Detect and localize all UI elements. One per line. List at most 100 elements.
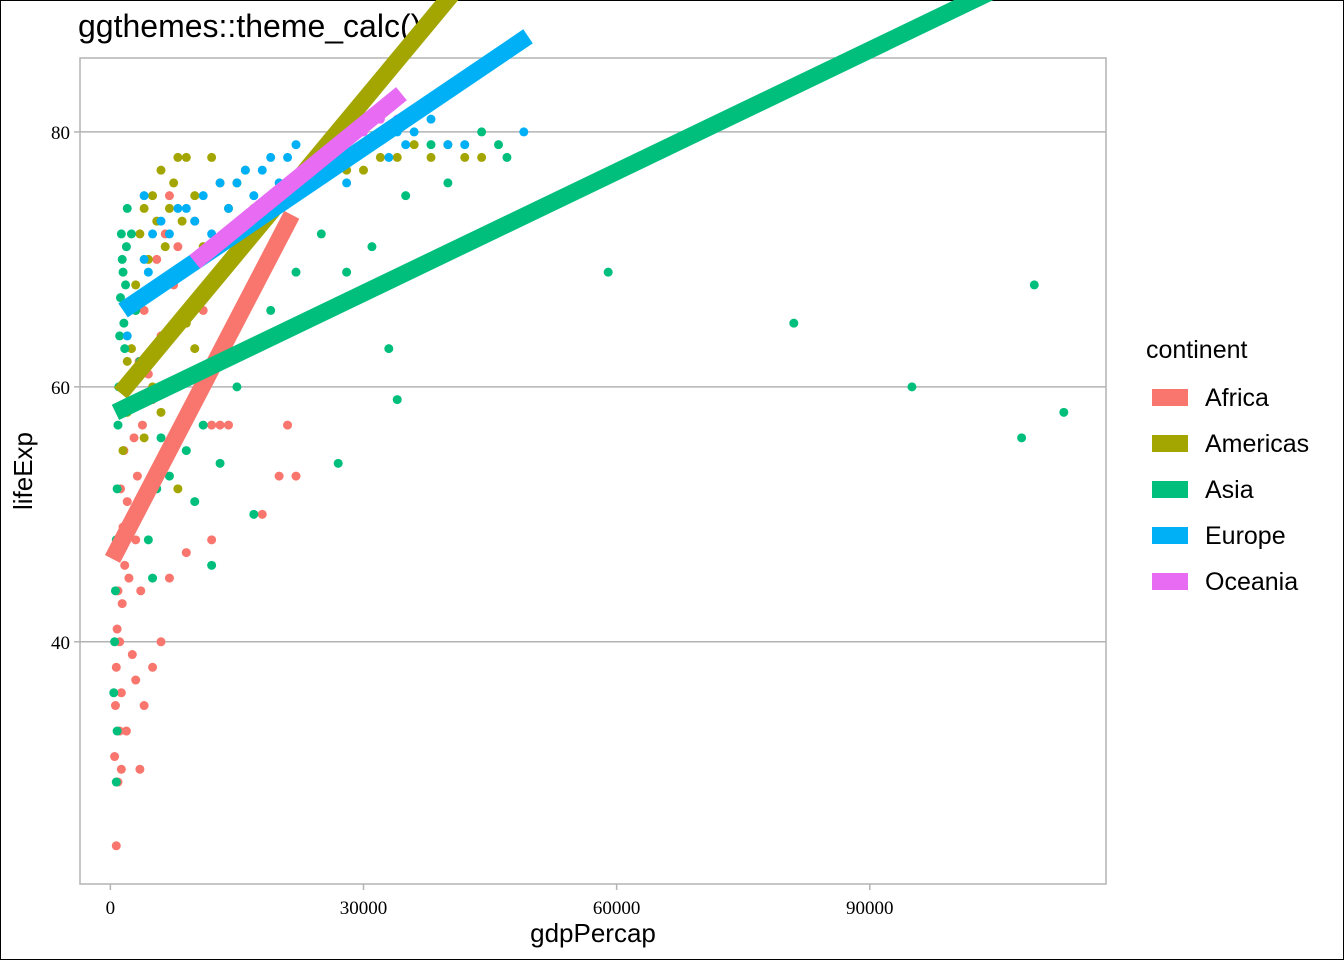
- data-point-americas: [135, 229, 145, 239]
- data-point-africa: [283, 420, 293, 430]
- data-point-europe: [156, 216, 166, 226]
- legend-label-oceania: Oceania: [1205, 568, 1298, 596]
- data-point-asia: [112, 484, 122, 494]
- data-point-asia: [215, 458, 225, 468]
- legend: continent Africa Americas Asia Europe Oceani…: [1146, 336, 1309, 596]
- data-point-americas: [375, 152, 385, 162]
- data-point-asia: [789, 318, 799, 328]
- data-point-americas: [177, 216, 187, 226]
- regression-lines: [104, 0, 994, 563]
- chart-title: ggthemes::theme_calc(): [78, 8, 421, 44]
- data-point-africa: [132, 471, 142, 481]
- data-point-asia: [121, 242, 131, 252]
- data-point-africa: [164, 573, 174, 583]
- data-point-asia: [367, 242, 377, 252]
- data-point-europe: [519, 127, 529, 137]
- data-point-asia: [126, 229, 136, 239]
- data-point-europe: [139, 191, 149, 201]
- data-point-africa: [136, 586, 146, 596]
- data-point-americas: [169, 178, 179, 188]
- x-tick-label: 0: [106, 898, 116, 919]
- data-point-asia: [907, 382, 917, 392]
- data-point-asia: [121, 280, 131, 290]
- data-point-americas: [148, 191, 158, 201]
- data-point-europe: [409, 127, 419, 137]
- y-tick-label: 60: [51, 378, 70, 399]
- data-point-europe: [426, 114, 436, 124]
- data-point-asia: [116, 229, 126, 239]
- data-point-europe: [283, 152, 293, 162]
- data-point-americas: [460, 152, 470, 162]
- data-point-asia: [122, 203, 132, 213]
- data-point-americas: [160, 242, 170, 252]
- data-point-americas: [156, 165, 166, 175]
- fit-line-europe: [118, 29, 533, 318]
- x-axis-ticks: 0 30000 60000 90000: [106, 884, 894, 919]
- data-point-asia: [111, 777, 121, 787]
- data-point-americas: [426, 152, 436, 162]
- data-point-asia: [117, 254, 127, 264]
- data-point-asia: [156, 433, 166, 443]
- data-point-africa: [121, 726, 131, 736]
- data-point-africa: [137, 420, 147, 430]
- data-point-asia: [333, 458, 343, 468]
- data-point-africa: [215, 420, 225, 430]
- data-point-asia: [1059, 407, 1069, 417]
- data-point-africa: [122, 497, 132, 507]
- data-point-americas: [126, 344, 136, 354]
- data-point-asia: [232, 382, 242, 392]
- data-point-europe: [190, 216, 200, 226]
- x-axis-label: gdpPercap: [530, 918, 656, 948]
- legend-key-oceania: [1152, 573, 1188, 590]
- data-point-africa: [164, 191, 174, 201]
- fit-line-asia: [111, 0, 994, 421]
- data-point-africa: [181, 548, 191, 558]
- x-tick-label: 90000: [846, 898, 894, 919]
- data-point-europe: [173, 203, 183, 213]
- data-point-africa: [111, 841, 121, 851]
- data-point-americas: [207, 152, 217, 162]
- data-point-americas: [173, 152, 183, 162]
- data-point-africa: [135, 764, 145, 774]
- data-point-europe: [215, 178, 225, 188]
- data-point-africa: [207, 420, 217, 430]
- data-point-europe: [443, 140, 453, 150]
- data-point-asia: [148, 573, 158, 583]
- data-point-asia: [443, 178, 453, 188]
- data-point-asia: [110, 637, 120, 647]
- data-point-europe: [342, 178, 352, 188]
- data-point-asia: [118, 267, 128, 277]
- data-point-africa: [131, 535, 141, 545]
- fit-line-africa: [104, 210, 300, 563]
- data-point-asia: [249, 509, 259, 519]
- y-axis-ticks: 40 60 80: [51, 123, 80, 654]
- data-point-asia: [401, 191, 411, 201]
- data-point-asia: [113, 420, 123, 430]
- data-point-europe: [224, 203, 233, 213]
- x-tick-label: 30000: [340, 898, 388, 919]
- legend-label-americas: Americas: [1205, 430, 1309, 458]
- data-point-africa: [110, 752, 120, 762]
- data-point-africa: [120, 560, 130, 570]
- data-point-asia: [116, 293, 125, 303]
- legend-items: Africa Americas Asia Europe Oceania: [1152, 384, 1309, 596]
- data-point-africa: [116, 688, 126, 698]
- y-tick-label: 80: [51, 123, 70, 144]
- data-point-americas: [122, 356, 132, 366]
- legend-title: continent: [1146, 336, 1248, 364]
- data-point-africa: [117, 599, 127, 609]
- data-point-europe: [198, 191, 208, 201]
- data-point-africa: [127, 650, 137, 660]
- data-point-africa: [124, 573, 134, 583]
- y-tick-label: 40: [51, 633, 70, 654]
- data-point-asia: [109, 688, 119, 698]
- fit-line-oceania: [189, 87, 407, 269]
- data-point-asia: [143, 535, 153, 545]
- legend-label-africa: Africa: [1205, 384, 1269, 412]
- data-point-americas: [131, 280, 141, 290]
- data-point-europe: [266, 152, 276, 162]
- data-point-asia: [266, 305, 276, 315]
- data-point-africa: [152, 254, 162, 264]
- data-point-asia: [198, 420, 208, 430]
- x-tick-label: 60000: [593, 898, 641, 919]
